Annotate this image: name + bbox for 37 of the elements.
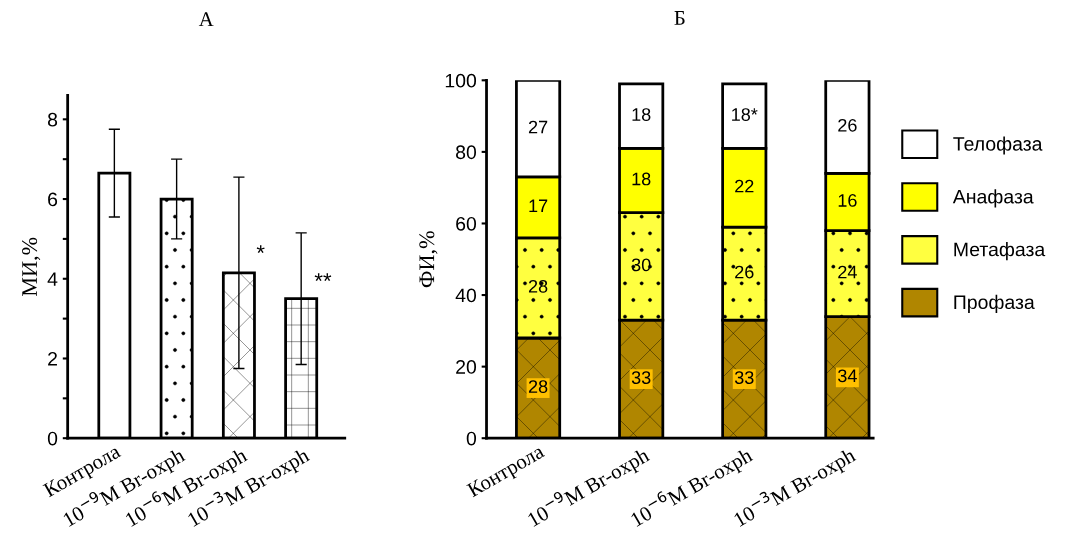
data-label: 34 — [838, 369, 857, 383]
y-tick-label: 20 — [456, 360, 477, 374]
y-tick-label: 4 — [47, 272, 58, 286]
data-label: 26 — [838, 118, 857, 132]
y-axis-title: МИ,% — [22, 237, 41, 297]
legend-label: Анафаза — [952, 189, 1034, 208]
data-label: 16 — [838, 194, 857, 207]
y-axis-title: ФИ,% — [419, 231, 438, 288]
data-label: 26 — [735, 265, 754, 279]
annotation: * — [256, 245, 265, 254]
y-tick-label: 80 — [456, 145, 477, 160]
y-tick-label: 0 — [47, 431, 58, 446]
y-tick-label: 8 — [47, 112, 58, 127]
data-label: 30 — [631, 258, 651, 272]
chart-title: Б — [674, 11, 685, 25]
data-label: 28 — [528, 380, 548, 393]
data-label: 33 — [734, 371, 754, 384]
legend-label: Метафаза — [954, 242, 1046, 261]
data-label: 22 — [735, 179, 754, 193]
y-tick-label: 100 — [445, 73, 477, 88]
data-label: 28 — [528, 279, 548, 293]
data-label: 18* — [732, 108, 758, 121]
data-label: 18 — [632, 108, 651, 121]
data-label: 33 — [631, 371, 651, 384]
data-label: 24 — [838, 265, 857, 279]
y-tick-label: 0 — [466, 431, 477, 446]
y-tick-label: 2 — [48, 351, 57, 366]
legend-label: Телофаза — [953, 136, 1043, 155]
chart-title: А — [198, 12, 214, 26]
data-label: 17 — [529, 199, 548, 213]
legend-label: Профаза — [954, 294, 1035, 313]
y-tick-label: 40 — [455, 288, 477, 303]
annotation: ** — [314, 273, 332, 282]
data-label: 27 — [528, 120, 548, 134]
y-tick-label: 60 — [456, 216, 477, 231]
y-tick-label: 6 — [48, 192, 58, 207]
data-label: 18 — [632, 172, 651, 186]
